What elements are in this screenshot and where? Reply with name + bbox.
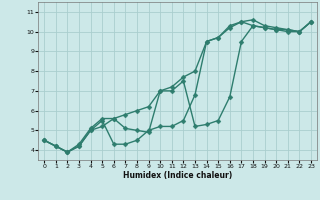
X-axis label: Humidex (Indice chaleur): Humidex (Indice chaleur) — [123, 171, 232, 180]
